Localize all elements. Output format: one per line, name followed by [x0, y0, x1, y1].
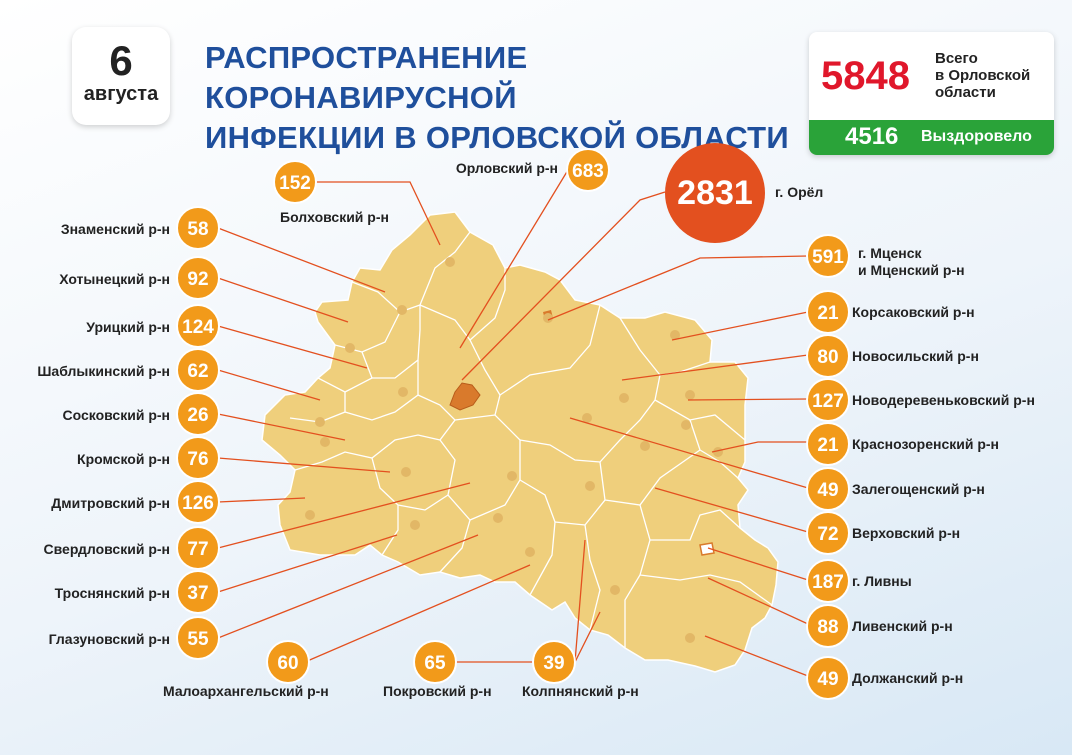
label-korsakovsky: Корсаковский р-н [852, 304, 975, 320]
badge-krasnozorensky: 21 [806, 422, 850, 466]
badge-orlovsky: 683 [566, 148, 610, 192]
label-livny: г. Ливны [852, 573, 912, 589]
total-label-line-2: в Орловской [935, 67, 1031, 84]
label-khotynetsky: Хотынецкий р-н [59, 271, 170, 287]
label-dmitrovsky: Дмитровский р-н [51, 495, 170, 511]
badge-kromskoy: 76 [176, 436, 220, 480]
oryol-city-shape [449, 382, 481, 411]
badge-sosokovsky: 26 [176, 392, 220, 436]
badge-kolpnyansky: 39 [532, 640, 576, 684]
badge-maloarkhangelsky: 60 [266, 640, 310, 684]
badge-novosilsky: 80 [806, 334, 850, 378]
label-livensky: Ливенский р-н [852, 618, 953, 634]
badge-khotynetsky: 92 [176, 256, 220, 300]
recovered-count: 4516 [845, 123, 899, 150]
label-sverdlovsky: Свердловский р-н [43, 541, 171, 557]
total-label-line-1: Всего [935, 50, 978, 67]
badge-znamensky: 58 [176, 206, 220, 250]
badge-mtsensk: 591 [806, 234, 850, 278]
badge-dolzhansky: 49 [806, 656, 850, 700]
badge-uritsky: 124 [176, 304, 220, 348]
label-verkhovsky: Верховский р-н [852, 525, 961, 541]
label-oryol-city: г. Орёл [775, 184, 824, 200]
district-centroids [305, 257, 723, 643]
label-uritsky: Урицкий р-н [86, 319, 170, 335]
label-novoderevenkovsky: Новодеревеньковский р-н [852, 392, 1035, 408]
date-month: августа [83, 83, 159, 105]
label-mtsensk: г. Мценск и Мценский р-н [858, 245, 965, 279]
recovered-bar: 4516 Выздоровело [809, 120, 1054, 155]
leader-lines [217, 169, 809, 677]
label-mtsensk-line-2: и Мценский р-н [858, 262, 965, 278]
total-label: Всего в Орловской области [935, 50, 1051, 101]
title-line-1: РАСПРОСТРАНЕНИЕ КОРОНАВИРУСНОЙ [205, 40, 528, 115]
livny-city-shape [699, 542, 715, 556]
badge-dmitrovsky: 126 [176, 480, 220, 524]
badge-verkhovsky: 72 [806, 511, 850, 555]
badge-sverdlovsky: 77 [176, 526, 220, 570]
badge-livny: 187 [806, 559, 850, 603]
label-pokrovsky: Покровский р-н [383, 683, 492, 699]
badge-livensky: 88 [806, 604, 850, 648]
recovered-label: Выздоровело [921, 128, 1032, 145]
badge-shablykinsky: 62 [176, 348, 220, 392]
badge-trosnyansky: 37 [176, 570, 220, 614]
label-krasnozorensky: Краснозоренский р-н [852, 436, 1000, 452]
badge-novoderevenkovsky: 127 [806, 378, 850, 422]
label-mtsensk-line-1: г. Мценск [858, 245, 922, 261]
label-glazunovsky: Глазуновский р-н [48, 631, 170, 647]
label-sosokovsky: Сосковский р-н [62, 407, 170, 423]
label-kromskoy: Кромской р-н [77, 451, 170, 467]
label-znamensky: Знаменский р-н [60, 221, 170, 237]
label-zaleg: Залегощенский р-н [852, 481, 985, 497]
label-shablykinsky: Шаблыкинский р-н [37, 363, 170, 379]
total-label-line-3: области [935, 84, 996, 101]
label-novosilsky: Новосильский р-н [852, 348, 979, 364]
date-day: 6 [109, 37, 133, 84]
badge-glazunovsky: 55 [176, 616, 220, 660]
badge-korsakovsky: 21 [806, 290, 850, 334]
badge-pokrovsky: 65 [413, 640, 457, 684]
page-title: РАСПРОСТРАНЕНИЕ КОРОНАВИРУСНОЙ ИНФЕКЦИИ … [205, 38, 805, 158]
label-kolpnyansky: Колпнянский р-н [522, 683, 639, 699]
label-trosnyansky: Троснянский р-н [54, 585, 170, 601]
badge-oryol-city: 2831 [665, 143, 765, 243]
label-orlovsky: Орловский р-н [455, 160, 558, 176]
badge-bolkhovsky: 152 [273, 160, 317, 204]
total-cases: 5848 [821, 54, 910, 98]
label-bolkhovsky: Болховский р-н [280, 209, 389, 225]
date-badge: 6 августа [72, 27, 170, 125]
label-maloarkhangelsky: Малоархангельский р-н [163, 683, 329, 699]
totals-panel: 5848 Всего в Орловской области 4516 Вызд… [809, 32, 1054, 155]
badge-zaleg: 49 [806, 467, 850, 511]
label-dolzhansky: Должанский р-н [852, 670, 964, 686]
